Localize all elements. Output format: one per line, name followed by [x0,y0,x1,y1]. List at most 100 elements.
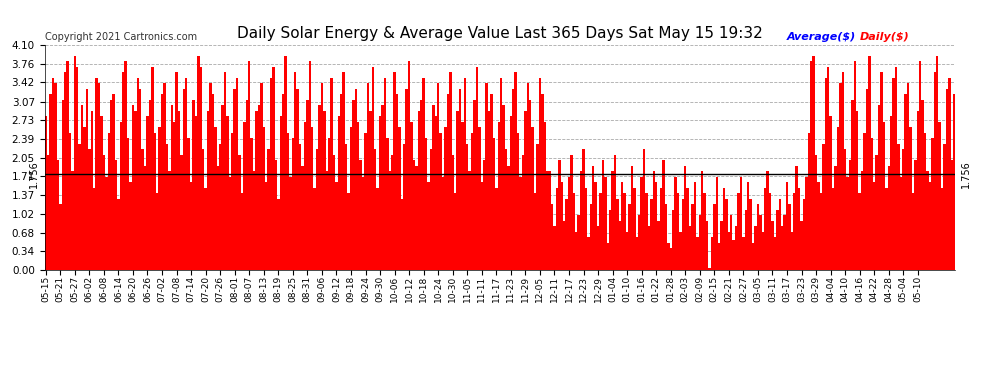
Bar [331,78,333,270]
Bar [723,188,726,270]
Bar [180,155,182,270]
Bar [643,149,645,270]
Bar [50,94,51,270]
Bar [575,232,577,270]
Bar [677,193,679,270]
Bar [336,182,338,270]
Bar [352,100,354,270]
Bar [374,149,376,270]
Bar [408,62,410,270]
Bar [343,72,345,270]
Bar [560,182,563,270]
Bar [64,72,66,270]
Bar [478,128,480,270]
Bar [403,144,406,270]
Bar [423,78,425,270]
Bar [664,204,667,270]
Bar [897,144,900,270]
Bar [689,226,691,270]
Bar [624,193,626,270]
Bar [498,122,500,270]
Bar [939,122,940,270]
Bar [691,204,694,270]
Bar [435,116,437,270]
Bar [948,78,950,270]
Bar [822,144,825,270]
Bar [771,220,773,270]
Bar [868,56,870,270]
Bar [347,193,349,270]
Bar [117,199,120,270]
Bar [706,220,708,270]
Bar [66,62,68,270]
Bar [197,56,200,270]
Bar [751,243,754,270]
Bar [239,155,241,270]
Bar [512,89,515,270]
Bar [515,72,517,270]
Bar [754,226,756,270]
Bar [563,220,565,270]
Bar [638,215,641,270]
Bar [127,138,130,270]
Bar [730,215,733,270]
Bar [430,149,432,270]
Bar [580,171,582,270]
Bar [185,78,187,270]
Bar [759,215,761,270]
Bar [655,182,657,270]
Bar [132,105,135,270]
Bar [934,72,936,270]
Bar [274,160,277,270]
Bar [160,94,163,270]
Bar [272,67,274,270]
Bar [604,177,607,270]
Bar [490,94,493,270]
Bar [323,111,326,270]
Bar [631,166,634,270]
Bar [500,78,502,270]
Bar [388,171,391,270]
Bar [415,166,418,270]
Bar [766,171,769,270]
Bar [662,160,664,270]
Bar [333,155,336,270]
Bar [432,105,435,270]
Bar [349,128,352,270]
Bar [713,204,716,270]
Bar [744,210,747,270]
Bar [641,177,643,270]
Bar [572,193,575,270]
Bar [420,100,423,270]
Bar [626,232,629,270]
Bar [90,111,93,270]
Bar [597,226,599,270]
Bar [885,188,887,270]
Bar [187,138,190,270]
Bar [880,72,883,270]
Bar [803,199,805,270]
Bar [386,138,388,270]
Bar [304,122,306,270]
Bar [401,199,403,270]
Bar [940,188,943,270]
Bar [704,193,706,270]
Bar [614,155,616,270]
Bar [542,94,544,270]
Bar [900,177,902,270]
Bar [848,160,851,270]
Bar [776,210,778,270]
Bar [534,193,537,270]
Bar [299,144,301,270]
Bar [100,116,103,270]
Bar [592,166,594,270]
Bar [122,72,125,270]
Bar [843,149,846,270]
Bar [314,188,316,270]
Bar [733,240,735,270]
Bar [207,111,209,270]
Bar [550,204,553,270]
Bar [362,177,364,270]
Bar [488,111,490,270]
Bar [338,116,341,270]
